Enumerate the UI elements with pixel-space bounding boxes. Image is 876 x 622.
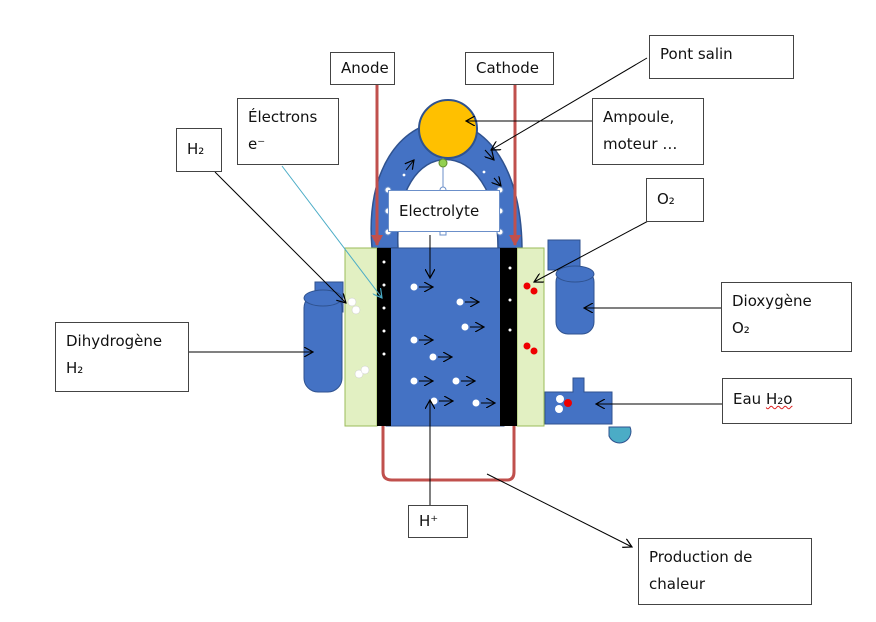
o2-text: O₂ (657, 190, 675, 208)
oxygen-tank (547, 239, 595, 335)
electron-callout-line (281, 165, 382, 298)
h2-molecules (347, 297, 370, 379)
water-drop (608, 426, 632, 444)
hydrogen-tank (303, 281, 344, 393)
h2-label: H₂ (176, 128, 222, 172)
dioxygene-text-2: O₂ (732, 319, 750, 337)
electrons-text-1: Électrons (248, 108, 318, 126)
o2-molecules (523, 282, 538, 355)
anode-text: Anode (341, 59, 389, 77)
production-text-2: chaleur (649, 575, 706, 593)
electrons-text-2: e⁻ (248, 135, 266, 153)
electron-dots (382, 260, 512, 356)
anode-label: Anode (330, 52, 395, 85)
cathode-electrode (500, 248, 517, 426)
ampoule-label: Ampoule, moteur … (592, 98, 704, 165)
dioxygene-label: Dioxygène O₂ (721, 282, 852, 352)
o2-label: O₂ (646, 178, 704, 222)
dihydrogene-label: Dihydrogène H₂ (55, 322, 189, 392)
h2-text: H₂ (187, 140, 205, 158)
eau-text: Eau H₂o (733, 384, 841, 414)
cathode-membrane (516, 247, 545, 427)
dihydrogene-text-2: H₂ (66, 359, 84, 377)
h-plus-text: H⁺ (419, 512, 439, 530)
bulb (418, 99, 478, 159)
water-outlet (544, 377, 613, 425)
ampoule-text-2: moteur … (603, 135, 678, 153)
pont-salin-text: Pont salin (660, 45, 733, 63)
eau-prefix: Eau (733, 390, 766, 408)
ampoule-text-1: Ampoule, (603, 108, 675, 126)
pont-salin-label: Pont salin (649, 35, 794, 79)
h-plus-label: H⁺ (408, 505, 468, 538)
bottom-wire (381, 425, 516, 482)
eau-label: Eau H₂o (722, 378, 852, 424)
callout-lines (189, 57, 722, 547)
electrolyte-label: Electrolyte (388, 190, 500, 232)
anode-electrode (377, 248, 391, 426)
dioxygene-text-1: Dioxygène (732, 292, 812, 310)
ion-flow (410, 284, 496, 407)
bridge-arrows (406, 149, 501, 186)
cathode-text: Cathode (476, 59, 539, 77)
eau-formula: H₂o (765, 390, 793, 408)
electrolyte-body (385, 247, 505, 427)
anode-membrane (344, 247, 378, 427)
electrolyte-text: Electrolyte (399, 202, 480, 220)
production-label: Production de chaleur (638, 538, 812, 605)
electrons-label: Électrons e⁻ (237, 98, 339, 165)
production-text-1: Production de (649, 548, 753, 566)
dihydrogene-text-1: Dihydrogène (66, 332, 163, 350)
cathode-label: Cathode (465, 52, 554, 85)
water-molecules (555, 395, 572, 413)
